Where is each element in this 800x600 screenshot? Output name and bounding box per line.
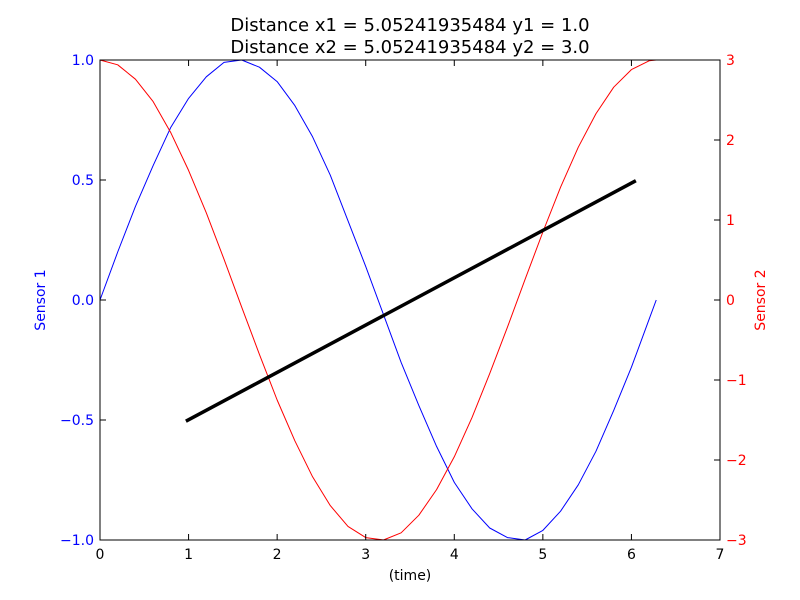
y-right-tick-label: 2: [726, 133, 735, 149]
distance-line: [185, 179, 637, 423]
x-tick-label: 3: [361, 547, 370, 563]
x-tick-label: 4: [450, 547, 459, 563]
y-right-tick-label: −1: [726, 373, 747, 389]
x-axis-label: (time): [389, 568, 432, 584]
y-axis-label-left: Sensor 1: [33, 269, 49, 330]
y-right-tick-label: −3: [726, 533, 747, 549]
y-right-tick-label: −2: [726, 453, 747, 469]
y-left-tick-label: 0.5: [72, 173, 94, 189]
y-left-tick-label: 0.0: [72, 293, 94, 309]
y-left-tick-label: −1.0: [60, 533, 94, 549]
x-tick-label: 0: [96, 547, 105, 563]
chart-title-line-2: Distance x2 = 5.05241935484 y2 = 3.0: [230, 37, 589, 58]
x-tick-label: 5: [538, 547, 547, 563]
ticks-layer: 0 1 2 3 4 5 6 7 1.0 0.5 0.0 −0.5 −1.0 3 2 1 0 −1 −2 −3: [60, 53, 747, 563]
y-left-tick-label: −0.5: [60, 413, 94, 429]
x-tick-label: 7: [716, 547, 725, 563]
y-left-tick-label: 1.0: [72, 53, 94, 69]
x-tick-label: 6: [627, 547, 636, 563]
y-right-tick-label: 1: [726, 213, 735, 229]
y-axis-label-right: Sensor 2: [753, 269, 769, 330]
x-tick-label: 1: [184, 547, 193, 563]
x-tick-label: 2: [273, 547, 282, 563]
chart-title-line-1: Distance x1 = 5.05241935484 y1 = 1.0: [230, 15, 589, 36]
y-right-tick-label: 0: [726, 293, 735, 309]
y-right-tick-label: 3: [726, 53, 735, 69]
